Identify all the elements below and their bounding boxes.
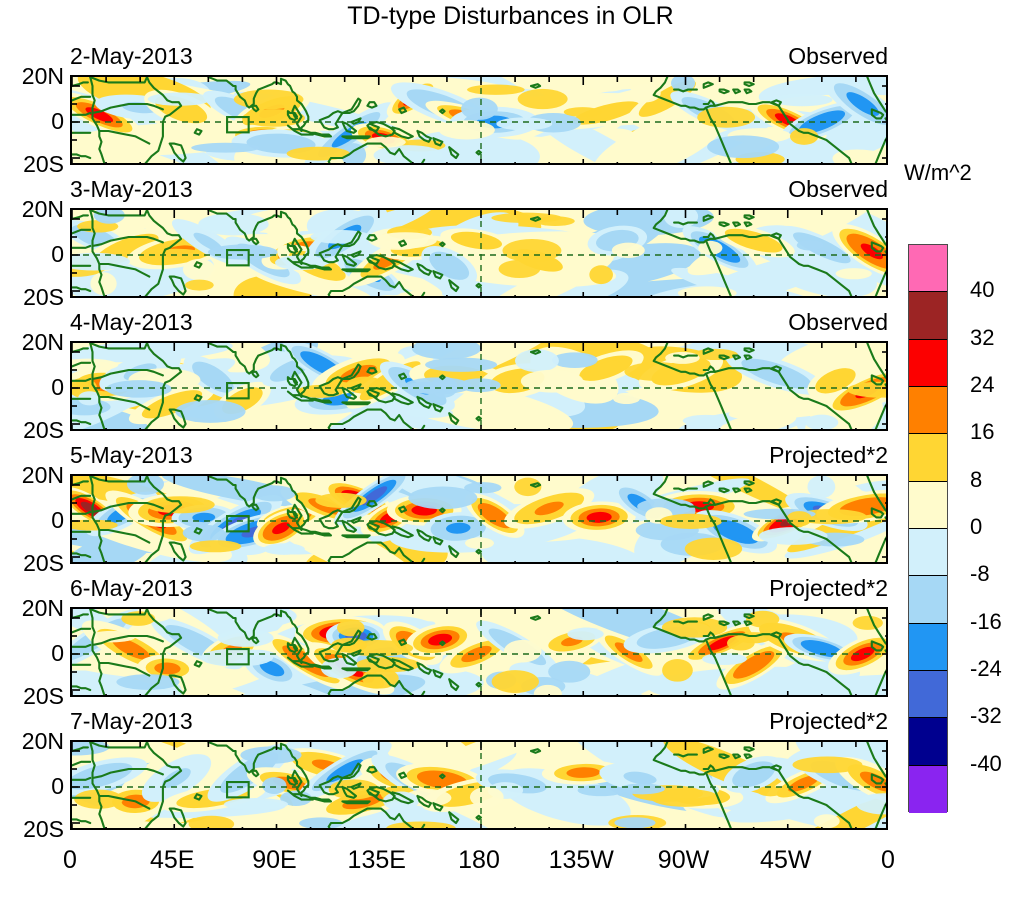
- y-tick-label: 20N: [21, 462, 64, 488]
- colorbar-band: [909, 481, 947, 529]
- y-tick-label: 20S: [23, 151, 64, 177]
- panel-source-label: Observed: [788, 176, 888, 202]
- y-tick-label: 20N: [21, 196, 64, 222]
- page-title: TD-type Disturbances in OLR: [347, 2, 674, 30]
- y-tick-label: 20N: [21, 728, 64, 754]
- x-tick-label: 90E: [252, 846, 297, 874]
- colorbar-tick-label: 0: [970, 514, 983, 539]
- colorbar-band: [909, 292, 947, 340]
- colorbar-tick-label: 8: [970, 466, 983, 492]
- y-tick-label: 20S: [23, 683, 64, 709]
- panel-source-label: Projected*2: [769, 708, 888, 734]
- panel-source-label: Observed: [788, 309, 888, 335]
- y-tick-label: 0: [51, 773, 64, 799]
- y-tick-label: 20S: [23, 550, 64, 576]
- x-tick-label: 90W: [657, 846, 710, 874]
- colorbar-band: [909, 387, 947, 435]
- colorbar-tick-label: 32: [970, 324, 995, 350]
- colorbar-band: [909, 671, 947, 719]
- x-tick-label: 135E: [347, 846, 406, 874]
- map-plot-area: [70, 607, 888, 697]
- colorbar-band: [909, 434, 947, 482]
- colorbar-tick-label: 24: [970, 372, 995, 397]
- colorbar-tick-label: 40: [970, 277, 995, 303]
- x-tick-label: 0: [881, 846, 895, 874]
- colorbar-units-label: W/m^2: [904, 160, 972, 185]
- colorbar-tick-label: -8: [970, 561, 990, 587]
- map-plot-area: [70, 341, 888, 431]
- y-tick-label: 20S: [23, 816, 64, 842]
- map-plot-area: [70, 474, 888, 564]
- colorbar-tick-label: -32: [970, 703, 1002, 729]
- y-tick-label: 20S: [23, 284, 64, 310]
- map-plot-area: [70, 740, 888, 830]
- x-tick-label: 180: [458, 846, 500, 874]
- y-tick-label: 20S: [23, 417, 64, 443]
- y-tick-label: 0: [51, 374, 64, 400]
- y-tick-label: 20N: [21, 329, 64, 355]
- map-plot-area: [70, 75, 888, 165]
- x-tick-label: 45W: [760, 846, 812, 874]
- y-tick-label: 20N: [21, 63, 64, 89]
- colorbar-strip: [908, 244, 948, 813]
- colorbar-tick-label: 16: [970, 419, 995, 445]
- colorbar-tick-label: -40: [970, 750, 1002, 776]
- colorbar-band: [909, 529, 947, 577]
- colorbar-band: [909, 623, 947, 671]
- colorbar-band: [909, 576, 947, 624]
- panel-date-label: 6-May-2013: [70, 575, 193, 601]
- panel-date-label: 2-May-2013: [70, 43, 193, 69]
- panel-source-label: Projected*2: [769, 442, 888, 468]
- panel-date-label: 5-May-2013: [70, 442, 193, 468]
- y-tick-label: 0: [51, 108, 64, 134]
- y-tick-label: 0: [51, 241, 64, 267]
- x-tick-label: 45E: [150, 846, 195, 874]
- panel-date-label: 4-May-2013: [70, 309, 193, 335]
- y-tick-label: 0: [51, 507, 64, 533]
- panel-source-label: Projected*2: [769, 575, 888, 601]
- colorbar-band: [909, 765, 947, 813]
- y-tick-label: 20N: [21, 595, 64, 621]
- panel-date-label: 3-May-2013: [70, 176, 193, 202]
- y-tick-label: 0: [51, 640, 64, 666]
- colorbar-band: [909, 245, 947, 293]
- x-tick-label: 135W: [548, 846, 614, 874]
- colorbar-tick-label: -24: [970, 656, 1002, 681]
- colorbar-tick-label: -16: [970, 608, 1002, 634]
- colorbar-band: [909, 718, 947, 766]
- x-tick-label: 0: [63, 846, 77, 874]
- colorbar-band: [909, 339, 947, 387]
- panel-source-label: Observed: [788, 43, 888, 69]
- panel-date-label: 7-May-2013: [70, 708, 193, 734]
- map-plot-area: [70, 208, 888, 298]
